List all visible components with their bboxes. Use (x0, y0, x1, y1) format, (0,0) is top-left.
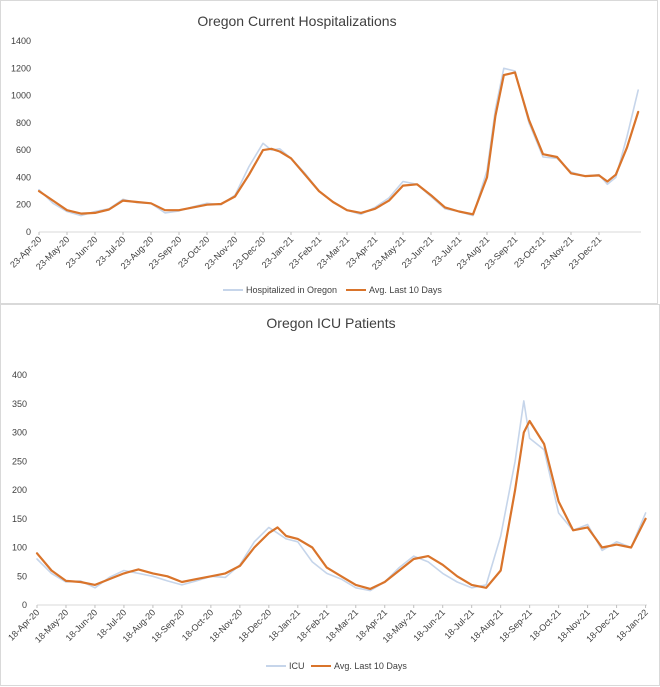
series-line-raw (36, 400, 647, 592)
y-tick-label: 0 (22, 600, 27, 610)
chart-title: Oregon Current Hospitalizations (197, 13, 396, 29)
y-tick-label: 1200 (11, 63, 31, 73)
y-tick-label: 600 (16, 145, 31, 155)
series-lines (35, 400, 647, 592)
icu-chart-panel: Oregon ICU Patients 400 350 300 250 200 150 10… (0, 304, 660, 686)
series-line-raw (38, 67, 640, 217)
x-tick-label: 18-Jan-22 (614, 607, 650, 643)
y-tick-label: 150 (12, 514, 27, 524)
y-tick-label: 800 (16, 118, 31, 128)
legend: Hospitalized in Oregon Avg. Last 10 Days (223, 285, 442, 295)
y-tick-label: 400 (12, 370, 27, 380)
y-tick-label: 0 (26, 227, 31, 237)
y-tick-label: 400 (16, 172, 31, 182)
chart-title: Oregon ICU Patients (266, 315, 395, 331)
hospitalizations-chart: Oregon Current Hospitalizations 1400 1200… (8, 13, 641, 295)
x-axis-labels: 23-Apr-2023-May-2023-Jun-2023-Jul-2023-A… (8, 232, 603, 272)
y-tick-label: 200 (16, 200, 31, 210)
y-tick-label: 1000 (11, 91, 31, 101)
x-tick-label: 18-Jun-20 (64, 607, 100, 643)
y-axis-labels: 400 350 300 250 200 150 100 50 0 (12, 370, 27, 610)
legend-label-avg: Avg. Last 10 Days (369, 285, 442, 295)
icu-chart: Oregon ICU Patients 400 350 300 250 200 150 10… (6, 315, 650, 671)
legend: ICU Avg. Last 10 Days (266, 661, 407, 671)
hospitalizations-chart-panel: Oregon Current Hospitalizations 1400 1200… (0, 0, 658, 304)
y-axis-labels: 1400 1200 1000 800 600 400 200 0 (11, 36, 31, 237)
series-line-avg (37, 71, 640, 216)
series-line-avg (35, 419, 647, 590)
x-axis-labels: 18-Apr-2018-May-2018-Jun-2018-Jul-2018-A… (6, 605, 650, 645)
legend-label-raw: Hospitalized in Oregon (246, 285, 337, 295)
y-tick-label: 200 (12, 485, 27, 495)
x-tick-label: 18-Jun-21 (411, 607, 447, 643)
y-tick-label: 100 (12, 543, 27, 553)
legend-label-avg: Avg. Last 10 Days (334, 661, 407, 671)
y-tick-label: 350 (12, 399, 27, 409)
y-tick-label: 50 (17, 571, 27, 581)
y-tick-label: 250 (12, 456, 27, 466)
y-tick-label: 300 (12, 428, 27, 438)
legend-label-raw: ICU (289, 661, 305, 671)
y-tick-label: 1400 (11, 36, 31, 46)
series-lines (37, 67, 640, 217)
